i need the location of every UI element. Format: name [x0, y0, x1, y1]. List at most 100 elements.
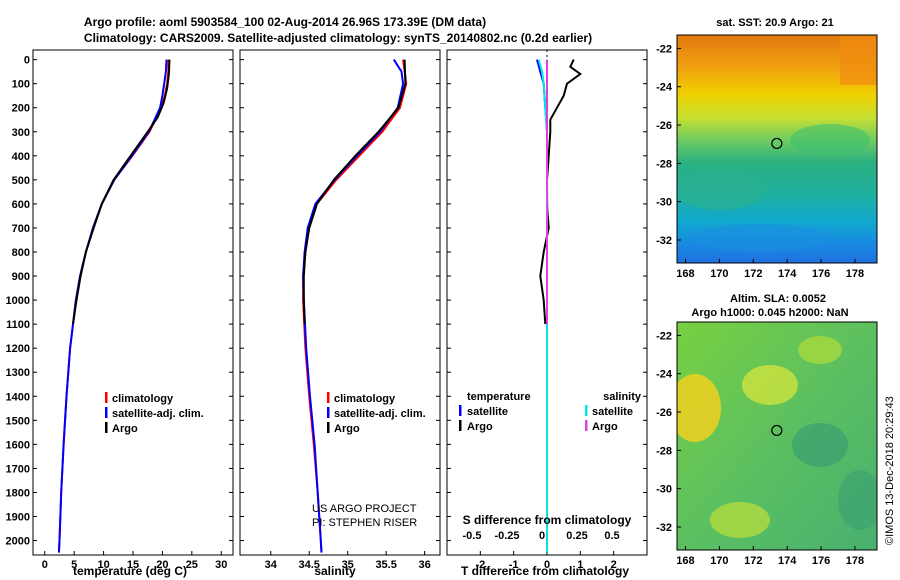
sst-map-title: sat. SST: 20.9 Argo: 21	[716, 17, 834, 29]
s-diff-tick-label: 0.25	[566, 530, 587, 542]
map-x-tick-label: 176	[812, 268, 830, 280]
sst-warm-patch	[840, 35, 877, 85]
map-y-tick-label: -26	[656, 120, 672, 132]
legend-t-argo-label: Argo	[467, 421, 493, 433]
s-diff-tick-label: -0.25	[494, 530, 519, 542]
depth-tick-label: 1300	[6, 367, 30, 379]
legend-argo-label: Argo	[334, 423, 360, 435]
map-y-tick-label: -30	[656, 484, 672, 496]
x-tick-label: 30	[215, 559, 227, 571]
plot-layer: 0 5 10 15 20 25 30 34 34.5 35 35.5 36 -2 -1 0 1 2 -0.5 -0.…	[33, 50, 647, 571]
argo-position-marker	[771, 137, 783, 150]
temperature-panel	[32, 49, 234, 556]
temperature-legend: climatology satellite-adj. clim. Argo	[105, 392, 204, 435]
legend-climatology-label: climatology	[334, 393, 396, 405]
legend-climatology-swatch	[327, 392, 330, 403]
depth-tick-label: 1500	[6, 415, 30, 427]
map-x-tick-label: 174	[778, 555, 797, 567]
depth-tick-label: 500	[12, 175, 30, 187]
map-y-tick-label: -30	[656, 197, 672, 209]
x-tick-label: 34	[265, 559, 278, 571]
sla-map	[677, 322, 877, 550]
depth-tick-label: 400	[12, 151, 30, 163]
s-difference-title: S difference from climatology	[463, 513, 632, 527]
depth-tick-label: 600	[12, 199, 30, 211]
x-tick-label: 1	[577, 559, 583, 571]
map-x-tick-label: 168	[676, 268, 694, 280]
map-y-tick-label: -24	[656, 369, 673, 381]
legend-satellite-swatch	[327, 407, 330, 418]
sla-map-title: Altim. SLA: 0.0052	[730, 293, 826, 305]
series-argo	[302, 59, 407, 325]
sst-map-axes: 168 170 172 174 176 178 -22 -24 -26 -28 -30 -32	[656, 43, 864, 280]
depth-tick-label: 200	[12, 103, 30, 115]
s-diff-tick-label: -0.5	[463, 530, 482, 542]
header-line-1: Argo profile: aoml 5903584_100 02-Aug-20…	[84, 15, 486, 29]
sst-map-frame	[676, 34, 878, 264]
map-x-tick-label: 172	[744, 555, 762, 567]
legend-satellite-label: satellite-adj. clim.	[112, 408, 204, 420]
x-tick-label: 36	[418, 559, 430, 571]
depth-tick-label: 1400	[6, 391, 30, 403]
legend-s-argo-label: Argo	[592, 421, 618, 433]
s-diff-tick-label: 0	[539, 530, 545, 542]
depth-tick-label: 1000	[6, 295, 30, 307]
difference-legend: temperature satellite Argo salinity sate…	[459, 391, 642, 433]
map-x-tick-label: 168	[676, 555, 694, 567]
legend-satellite-label: satellite-adj. clim.	[334, 408, 426, 420]
depth-tick-label: 700	[12, 223, 30, 235]
map-x-tick-label: 172	[744, 268, 762, 280]
x-tick-label: 15	[127, 559, 139, 571]
pi-credit: PI: STEPHEN RISER	[312, 517, 417, 529]
x-tick-label: 25	[186, 559, 198, 571]
sla-map-frame	[676, 321, 878, 551]
imos-watermark: ©IMOS 13-Dec-2018 20:29:43	[884, 396, 896, 545]
map-y-tick-label: -32	[656, 522, 672, 534]
x-tick-label: 0	[544, 559, 550, 571]
sla-map-axes: 168 170 172 174 176 178 -22 -24 -26 -28 -30 -32	[656, 330, 864, 567]
salinity-legend: climatology satellite-adj. clim. Argo	[327, 392, 426, 435]
depth-tick-label: 1600	[6, 439, 30, 451]
sla-low-patch	[792, 423, 848, 467]
x-tick-label: 5	[71, 559, 77, 571]
x-tick-label: -2	[475, 559, 485, 571]
x-tick-label: 0	[42, 559, 48, 571]
sst-patch	[690, 224, 830, 252]
x-tick-label: 20	[156, 559, 168, 571]
sla-high-patch	[710, 502, 770, 538]
legend-climatology-swatch	[105, 392, 108, 403]
map-x-tick-label: 178	[846, 555, 864, 567]
depth-tick-label: 300	[12, 127, 30, 139]
map-x-tick-label: 170	[710, 268, 728, 280]
salinity-xlabel: salinity	[314, 564, 356, 578]
series-satellite-adj-clim-	[302, 59, 405, 553]
map-y-tick-label: -26	[656, 407, 672, 419]
temperature-xlabel: temperature (deg C)	[73, 564, 187, 578]
legend-t-satellite-swatch	[459, 405, 462, 416]
sst-patch	[677, 170, 765, 210]
sst-map	[677, 35, 877, 263]
map-y-tick-label: -28	[656, 158, 672, 170]
series-climatology	[302, 59, 408, 553]
depth-tick-label: 1100	[6, 319, 30, 331]
x-tick-label: 34.5	[299, 559, 320, 571]
map-x-tick-label: 178	[846, 268, 864, 280]
depth-tick-label: 1200	[6, 343, 30, 355]
header-line-2: Climatology: CARS2009. Satellite-adjuste…	[84, 31, 592, 45]
legend-argo-swatch	[105, 422, 108, 433]
map-y-tick-label: -22	[656, 330, 672, 342]
map-y-tick-label: -22	[656, 43, 672, 55]
depth-tick-label: 1800	[6, 487, 30, 499]
depth-tick-label: 100	[12, 79, 30, 91]
depth-axis-labels: 0 100 200 300 400 500 600 700 800 900 1000 1100 1200…	[6, 55, 30, 548]
sla-high-patch	[677, 374, 721, 442]
x-tick-label: -1	[509, 559, 519, 571]
x-tick-label: 35	[342, 559, 354, 571]
depth-tick-label: 800	[12, 247, 30, 259]
difference-xlabel: T difference from climatology	[461, 564, 629, 578]
depth-tick-label: 0	[24, 55, 30, 67]
map-y-tick-label: -28	[656, 445, 672, 457]
map-x-tick-label: 174	[778, 268, 797, 280]
series-salinity-satellite	[537, 59, 548, 553]
